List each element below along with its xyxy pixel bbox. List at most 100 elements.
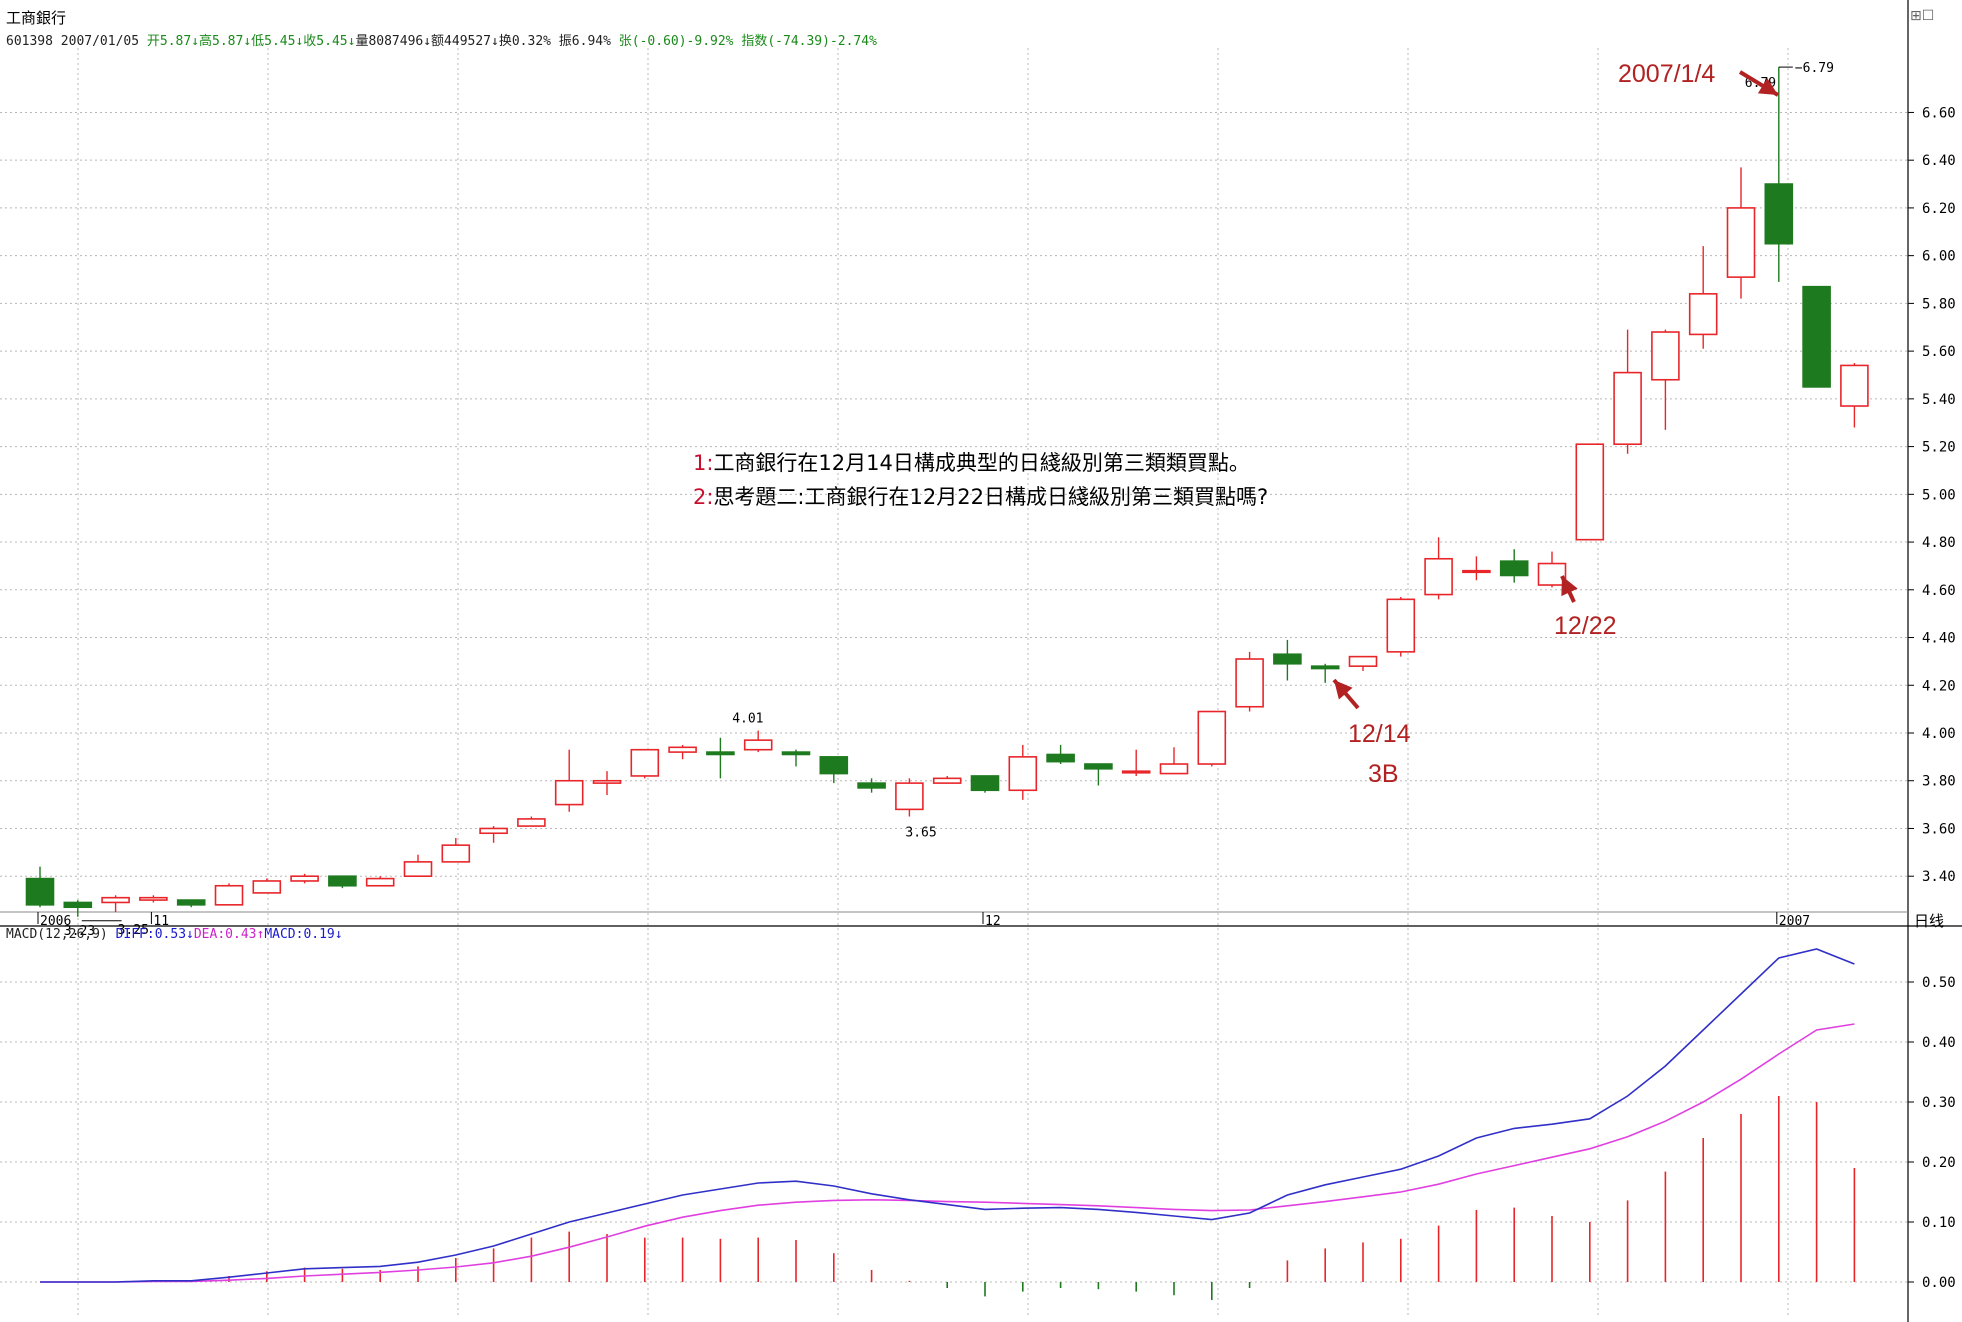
macd-tick-label: 0.30 xyxy=(1922,1095,1956,1111)
low-price-label: 3.25 xyxy=(118,923,149,938)
candle-up xyxy=(1575,443,1605,541)
macd-header-segment: DIFF:0.53↓ xyxy=(115,927,194,942)
note-2-number: 2: xyxy=(693,485,714,509)
candle-up xyxy=(1840,364,1869,407)
price-tick-label: 5.80 xyxy=(1922,296,1956,312)
note-1-number: 1: xyxy=(693,451,714,475)
high-price-label: 4.01 xyxy=(732,712,763,727)
quote-segment: 张(-0.60)-9.92% 指数(-74.39)-2.74% xyxy=(618,34,877,49)
low-price-label: 3.23 xyxy=(64,924,95,939)
candle-up xyxy=(1424,557,1453,596)
candle-down xyxy=(1802,285,1831,388)
candle-up xyxy=(101,896,130,904)
candle-down xyxy=(857,782,886,789)
annotation-12-22: 12/22 xyxy=(1554,612,1617,640)
candle-down xyxy=(25,877,55,906)
candle-up xyxy=(1462,569,1491,574)
candle-up xyxy=(290,875,319,882)
window-controls-icon[interactable]: ⊞☐ xyxy=(1910,8,1935,24)
x-axis-label: 2006 xyxy=(40,914,71,929)
candle-up xyxy=(1688,293,1718,336)
annotation-12-14: 12/14 xyxy=(1348,720,1411,748)
candle-up xyxy=(743,739,773,751)
annotation-2007-1-4: 2007/1/4 xyxy=(1618,60,1716,88)
candle-up xyxy=(252,880,282,894)
x-axis-label: 12 xyxy=(985,914,1001,929)
candle-down xyxy=(1046,753,1075,763)
price-tick-label: 4.80 xyxy=(1922,535,1956,551)
candle-down xyxy=(819,756,849,775)
note-line-2: 2:思考題二:工商銀行在12月22日構成日綫級別第三類買點嗎? xyxy=(693,480,1268,514)
high-price-label: −6.79 xyxy=(1795,61,1834,76)
price-tick-label: 3.60 xyxy=(1922,821,1956,837)
candle-up xyxy=(403,861,433,877)
quote-segment: 601398 2007/01/05 xyxy=(6,34,147,49)
candle-down xyxy=(1764,183,1794,245)
candle-up xyxy=(630,748,660,777)
candle-up xyxy=(668,746,697,753)
quote-segment: 量8087496↓额449527↓换0.32% 振6.94% xyxy=(355,34,619,49)
price-tick-label: 5.60 xyxy=(1922,344,1956,360)
diff-line xyxy=(40,948,1855,1283)
price-tick-label: 4.40 xyxy=(1922,631,1956,647)
macd-header-segment: DEA:0.43↑ xyxy=(193,927,265,942)
macd-tick-label: 0.10 xyxy=(1922,1215,1956,1231)
candle-up xyxy=(1726,207,1756,278)
macd-tick-label: 0.00 xyxy=(1922,1275,1956,1291)
candle-down xyxy=(1084,763,1113,770)
price-tick-label: 5.20 xyxy=(1922,440,1956,456)
note-1-text: 工商銀行在12月14日構成典型的日綫級別第三類類買點。 xyxy=(713,451,1250,475)
candle-down xyxy=(1499,560,1529,577)
candle-up xyxy=(1159,763,1189,775)
candle-up xyxy=(554,779,584,806)
macd-tick-label: 0.40 xyxy=(1922,1035,1956,1051)
candle-up xyxy=(1348,655,1378,667)
candle-up xyxy=(895,782,924,811)
candle-up xyxy=(214,884,244,906)
macd-header-segment: MACD(12,26,9) xyxy=(6,927,116,942)
candle-down xyxy=(63,901,93,909)
candle-down xyxy=(176,899,206,906)
price-tick-label: 6.00 xyxy=(1922,249,1956,265)
price-tick-label: 4.60 xyxy=(1922,583,1956,599)
annotation-arrow-icon-head xyxy=(1561,576,1578,597)
candle-down xyxy=(781,751,811,756)
candle-up xyxy=(1008,756,1038,792)
candle-up xyxy=(365,877,395,887)
price-tick-label: 3.80 xyxy=(1922,774,1956,790)
price-tick-label: 4.00 xyxy=(1922,726,1956,742)
candle-down xyxy=(1273,653,1302,665)
price-tick-label: 6.40 xyxy=(1922,153,1956,169)
quote-segment: 开5.87↓高5.87↓低5.45↓收5.45↓ xyxy=(146,34,356,49)
price-tick-label: 4.20 xyxy=(1922,678,1956,694)
candle-up xyxy=(1613,371,1642,445)
note-line-1: 1:工商銀行在12月14日構成典型的日綫級別第三類類買點。 xyxy=(693,446,1268,480)
candle-up xyxy=(1197,710,1227,765)
price-tick-label: 6.20 xyxy=(1922,201,1956,217)
candle-up xyxy=(441,844,471,863)
candle-up xyxy=(479,827,508,835)
price-tick-label: 5.00 xyxy=(1922,487,1956,503)
x-axis-label: 11 xyxy=(153,914,169,929)
candle-down xyxy=(706,751,735,756)
candle-down xyxy=(970,775,1000,792)
candle-up xyxy=(1235,658,1264,708)
quote-line: 601398 2007/01/05 开5.87↓高5.87↓低5.45↓收5.4… xyxy=(6,30,877,49)
analysis-note-box: 1:工商銀行在12月14日構成典型的日綫級別第三類類買點。 2:思考題二:工商銀… xyxy=(693,446,1268,514)
macd-tick-label: 0.50 xyxy=(1922,975,1956,991)
dea-line xyxy=(40,1023,1855,1283)
macd-tick-label: 0.20 xyxy=(1922,1155,1956,1171)
low-price-label: 3.65 xyxy=(905,826,936,841)
price-tick-label: 3.40 xyxy=(1922,869,1956,885)
candle-up xyxy=(1121,770,1151,774)
candle-up xyxy=(517,818,546,827)
candle-up xyxy=(139,896,168,901)
annotation-arrow-icon-head xyxy=(1757,77,1778,95)
period-label: 日线 xyxy=(1914,912,1944,930)
candle-down xyxy=(1310,665,1340,670)
macd-header-segment: MACD:0.19↓ xyxy=(264,927,343,942)
candle-up xyxy=(1537,562,1567,586)
annotation-arrow-icon-head xyxy=(1334,680,1353,700)
candle-up xyxy=(592,779,622,784)
